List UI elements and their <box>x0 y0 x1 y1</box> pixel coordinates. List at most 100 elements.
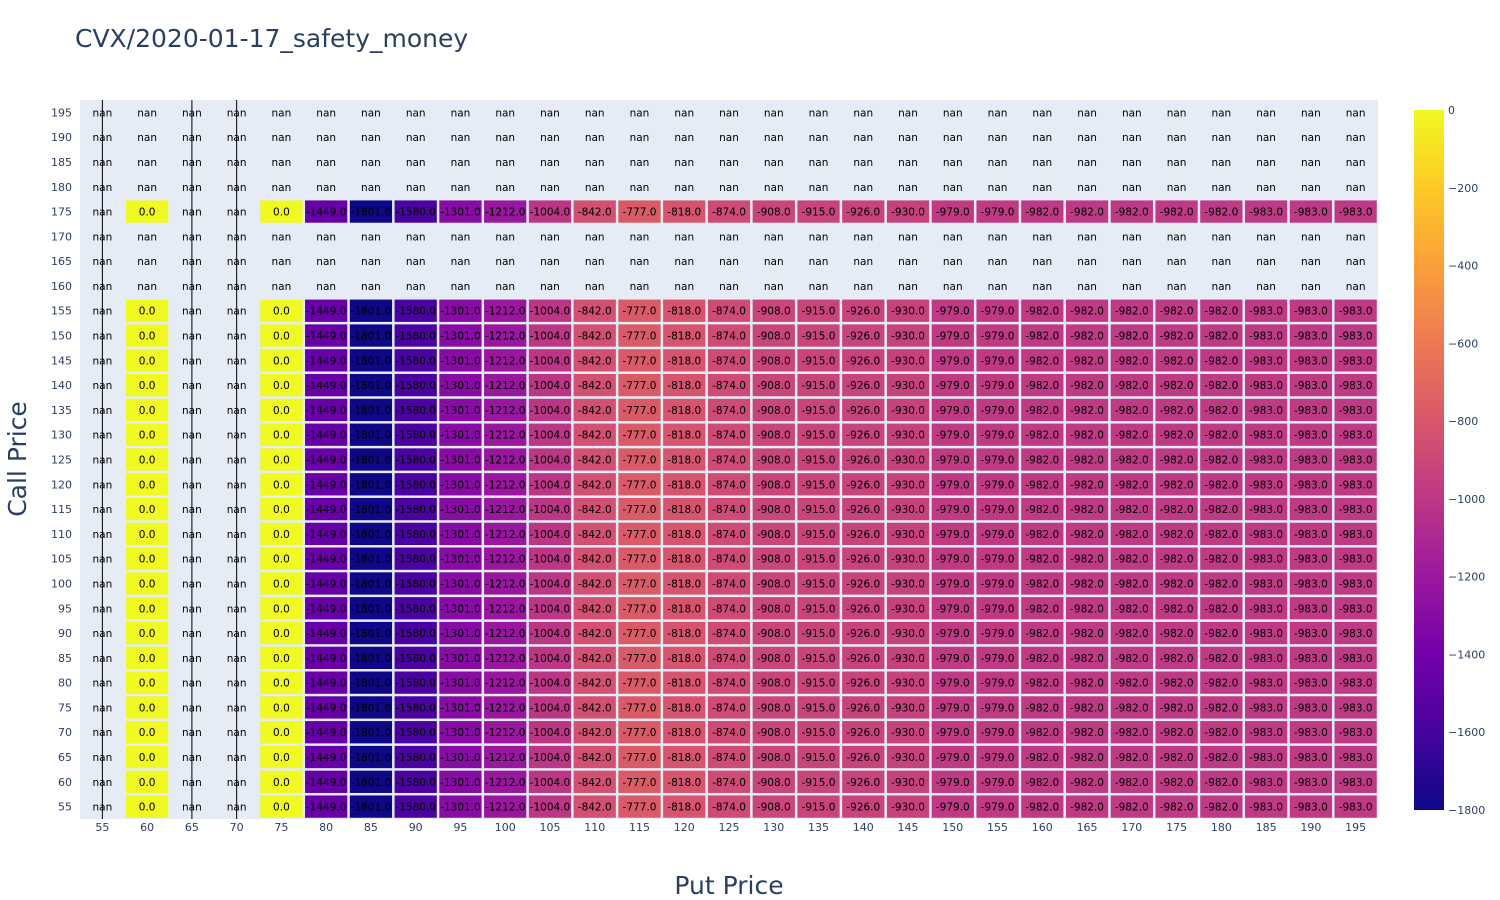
cell-label: -1301.0 <box>440 529 481 541</box>
heatmap-cell <box>752 572 795 595</box>
y-tick-label: 105 <box>51 553 72 566</box>
cell-label: -915.0 <box>802 504 836 516</box>
cell-label: -930.0 <box>891 603 925 615</box>
x-tick-label: 100 <box>495 821 516 834</box>
cell-label-nan: nan <box>1032 132 1052 144</box>
cell-label-nan: nan <box>361 256 381 268</box>
heatmap-cell <box>126 448 169 471</box>
heatmap-cell <box>1110 522 1153 546</box>
heatmap-cell <box>573 547 616 570</box>
heatmap-cell <box>842 522 885 546</box>
cell-label-nan: nan <box>1346 157 1366 169</box>
heatmap-cell <box>484 497 527 521</box>
cell-label: -874.0 <box>712 331 746 343</box>
x-tick-label: 180 <box>1211 821 1232 834</box>
cell-label-nan: nan <box>1167 107 1187 119</box>
y-tick-label: 170 <box>51 230 72 243</box>
heatmap-cell <box>752 770 795 793</box>
heatmap-cell <box>528 423 572 446</box>
cell-label: -983.0 <box>1339 777 1373 789</box>
heatmap-cell <box>663 373 706 397</box>
cell-label: -842.0 <box>578 479 612 491</box>
cell-label: -982.0 <box>1115 777 1149 789</box>
cell-label-nan: nan <box>1256 107 1276 119</box>
cell-label: -818.0 <box>667 727 701 739</box>
cell-label: -982.0 <box>1115 479 1149 491</box>
heatmap-cell <box>1155 547 1198 570</box>
cell-label: -1004.0 <box>530 331 571 343</box>
colorbar <box>1414 110 1444 810</box>
cell-label: -915.0 <box>802 802 836 814</box>
heatmap-cell <box>1110 745 1153 769</box>
heatmap-cell <box>886 448 930 471</box>
cell-label-nan: nan <box>137 157 157 169</box>
cell-label-nan: nan <box>943 107 963 119</box>
heatmap-cell <box>707 572 751 595</box>
heatmap-cell <box>752 423 795 446</box>
y-tick-label: 70 <box>58 726 72 739</box>
cell-label: -979.0 <box>981 777 1015 789</box>
heatmap-cell <box>1065 299 1109 322</box>
heatmap-cell <box>439 200 482 223</box>
cell-label: -926.0 <box>846 207 880 219</box>
cell-label: -908.0 <box>757 479 791 491</box>
cell-label: -983.0 <box>1249 653 1283 665</box>
colorbar-tick-label: −1600 <box>1448 726 1485 739</box>
cell-label: -908.0 <box>757 653 791 665</box>
cell-label-nan: nan <box>227 207 247 219</box>
cell-label: 0.0 <box>273 678 290 690</box>
cell-label: -982.0 <box>1204 603 1238 615</box>
heatmap-cell <box>663 795 706 818</box>
heatmap-cell <box>1244 671 1288 694</box>
cell-label-nan: nan <box>93 380 113 392</box>
heatmap-cell <box>394 349 437 372</box>
cell-label-nan: nan <box>93 554 113 566</box>
heatmap-cell <box>260 398 303 422</box>
cell-label: -982.0 <box>1204 628 1238 640</box>
cell-label: -1301.0 <box>440 702 481 714</box>
cell-label: -1301.0 <box>440 355 481 367</box>
cell-label-nan: nan <box>540 132 560 144</box>
cell-label-nan: nan <box>853 107 873 119</box>
cell-label: -818.0 <box>667 702 701 714</box>
cell-label: 0.0 <box>139 504 156 516</box>
heatmap-cell <box>1289 572 1332 595</box>
y-tick-label: 190 <box>51 131 72 144</box>
heatmap-cell <box>1200 597 1243 620</box>
cell-label-nan: nan <box>93 504 113 516</box>
heatmap-cell <box>663 547 706 570</box>
cell-label: -908.0 <box>757 207 791 219</box>
heatmap-cell <box>439 572 482 595</box>
heatmap-cell <box>976 770 1019 793</box>
cell-label: -1004.0 <box>530 777 571 789</box>
heatmap-cell <box>797 572 840 595</box>
cell-label: 0.0 <box>273 529 290 541</box>
cell-label: -983.0 <box>1249 603 1283 615</box>
heatmap-cell <box>1065 572 1109 595</box>
cell-label: 0.0 <box>273 628 290 640</box>
cell-label-nan: nan <box>272 132 292 144</box>
cell-label: -983.0 <box>1249 355 1283 367</box>
heatmap-cell <box>1334 770 1377 793</box>
cell-label: -982.0 <box>1070 752 1104 764</box>
heatmap-cell <box>1334 621 1377 645</box>
cell-label: -908.0 <box>757 331 791 343</box>
cell-label: -982.0 <box>1204 702 1238 714</box>
heatmap-cell <box>797 200 840 223</box>
cell-label-nan: nan <box>1301 157 1321 169</box>
cell-label: -915.0 <box>802 777 836 789</box>
heatmap-cell <box>528 671 572 694</box>
cell-label: -983.0 <box>1339 380 1373 392</box>
cell-label: -983.0 <box>1249 380 1283 392</box>
cell-label: -777.0 <box>623 405 657 417</box>
cell-label: -979.0 <box>981 355 1015 367</box>
heatmap-cell <box>1289 473 1332 496</box>
cell-label: -915.0 <box>802 306 836 318</box>
x-tick-label: 130 <box>763 821 784 834</box>
heatmap-cell <box>1244 522 1288 546</box>
heatmap-cell <box>1065 522 1109 546</box>
heatmap-cell <box>1289 770 1332 793</box>
y-axis-ticks: 55 60 65 70 75 80 85 90 95 100 105 110 115 120 125 130 1… <box>51 106 72 813</box>
cell-label: -1449.0 <box>306 554 347 566</box>
cell-label-nan: nan <box>630 132 650 144</box>
